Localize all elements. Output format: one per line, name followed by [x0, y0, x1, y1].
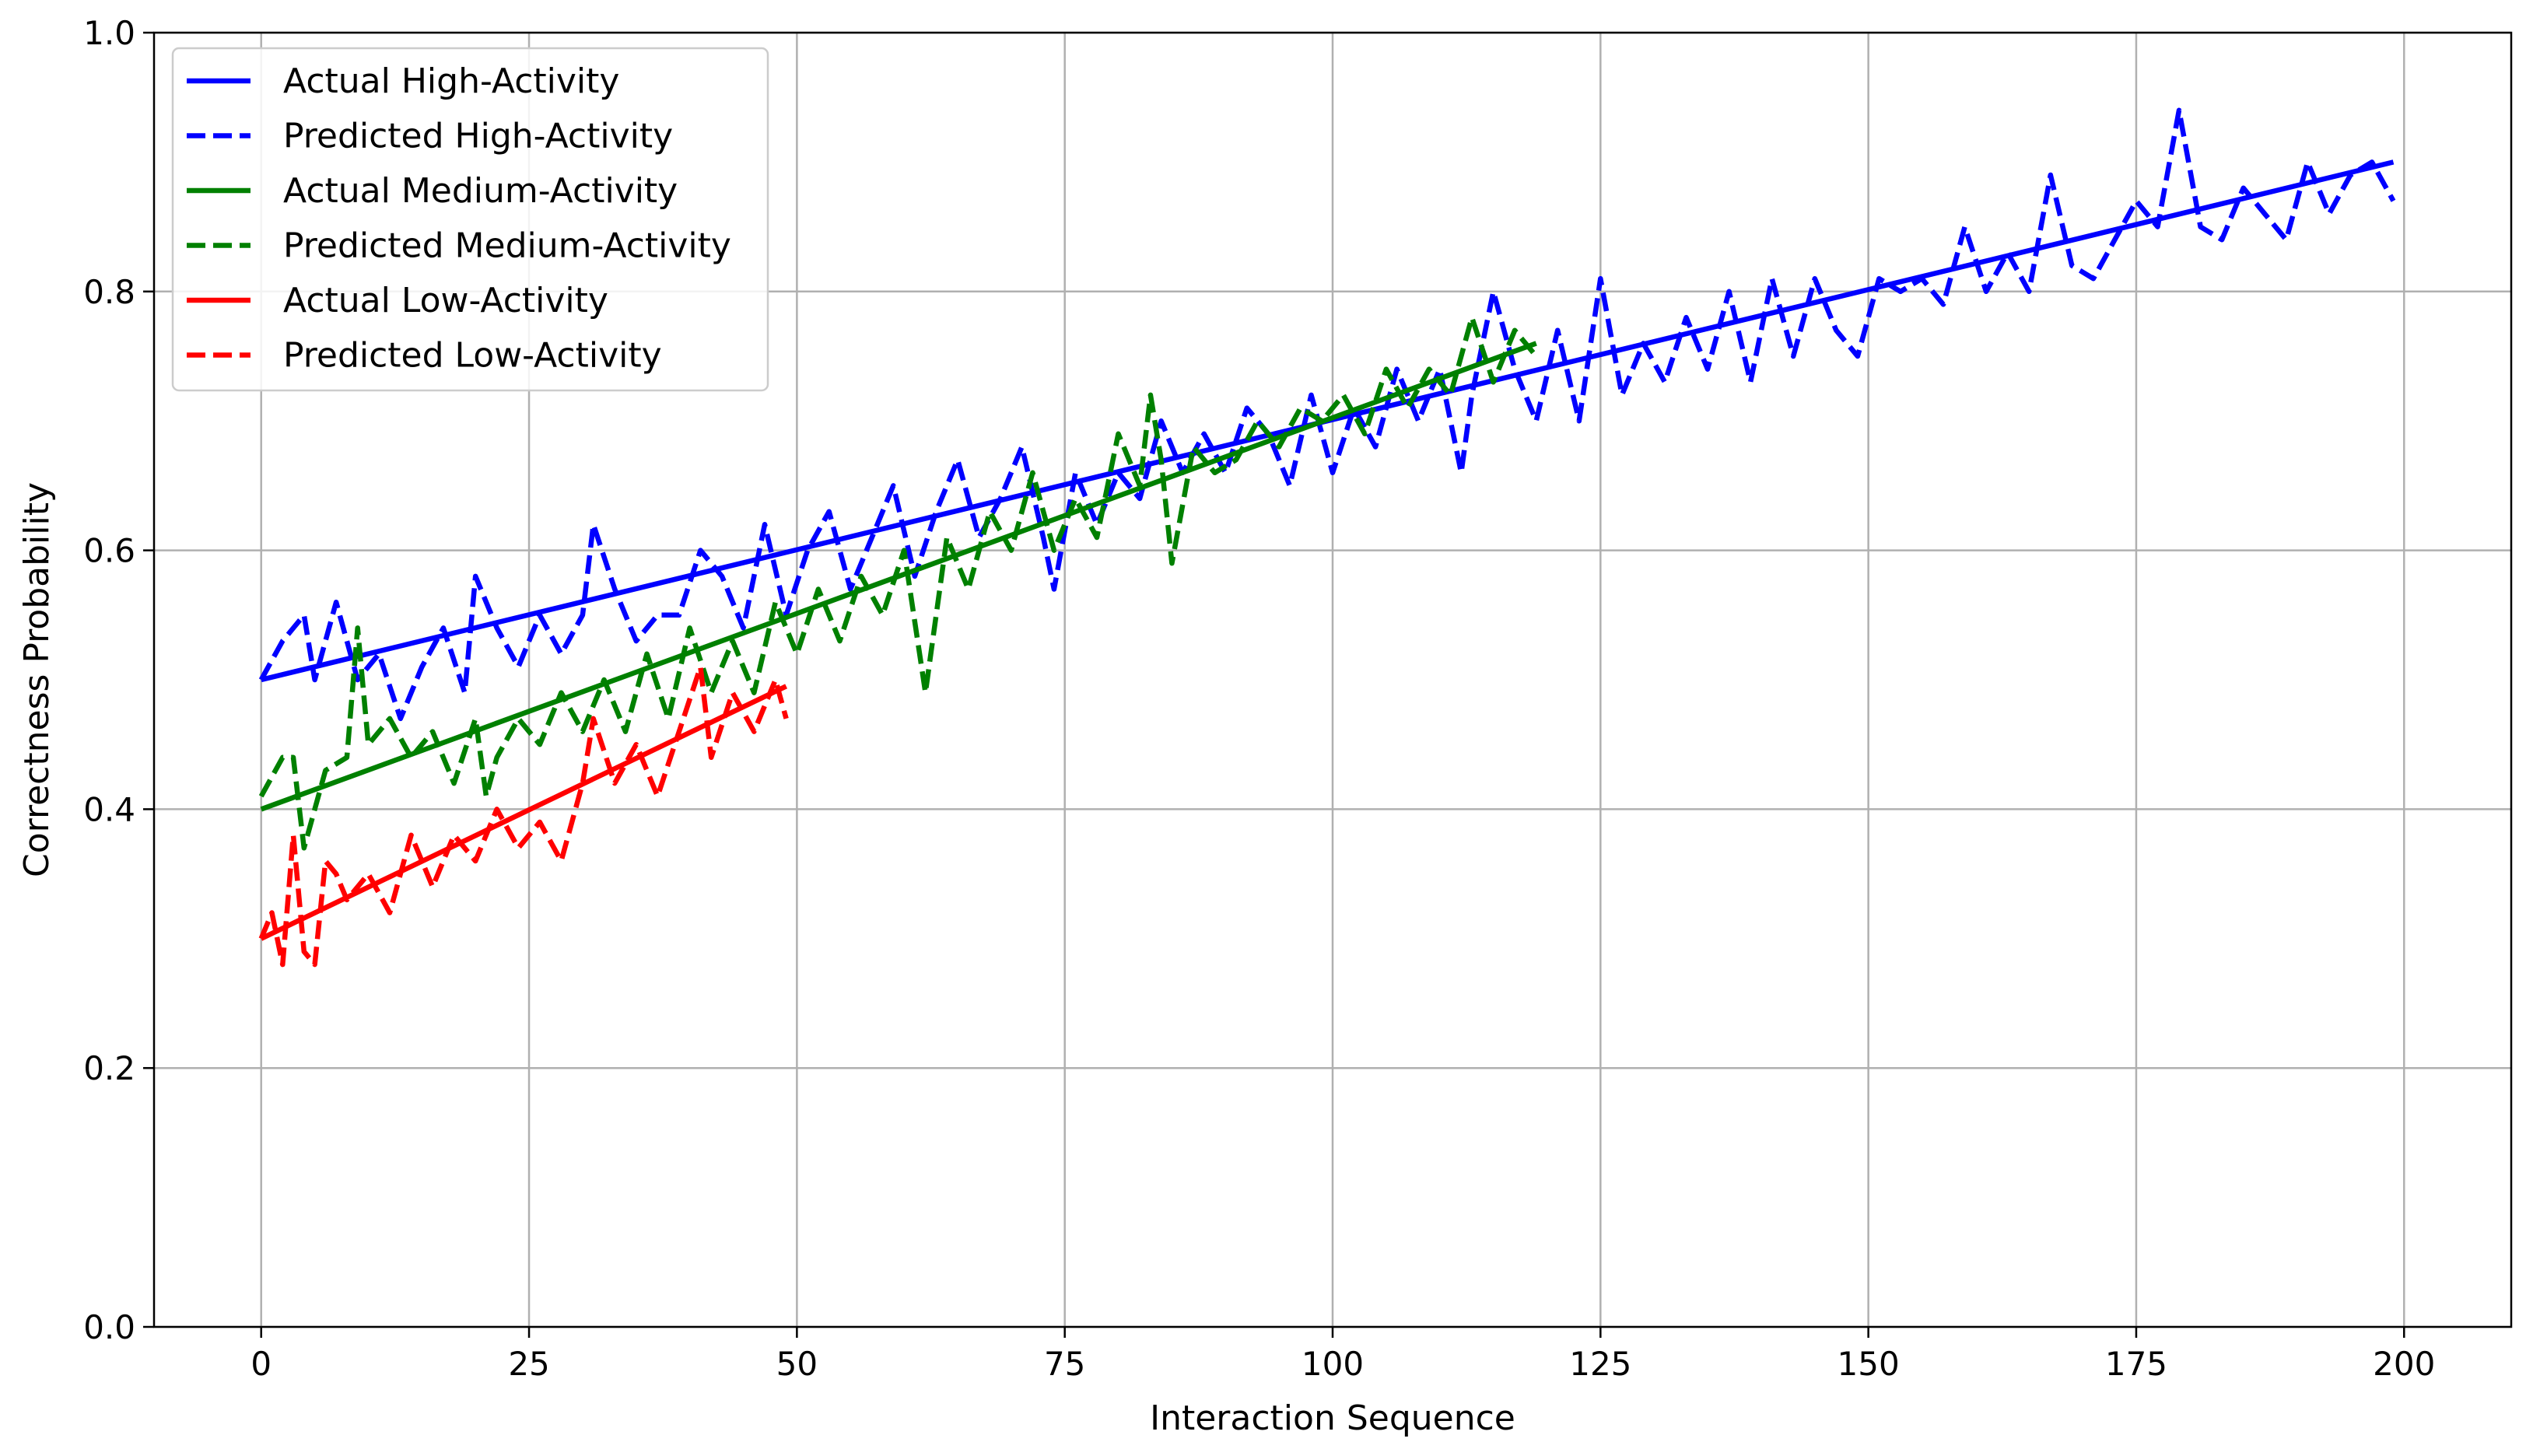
y-tick-label: 1.0 [83, 14, 135, 52]
legend-label: Predicted Low-Activity [283, 336, 662, 376]
x-tick-label: 125 [1569, 1345, 1631, 1383]
series-line-predicted-high-activity [258, 107, 2396, 722]
x-tick-label: 75 [1044, 1345, 1085, 1383]
x-tick-label: 200 [2373, 1345, 2435, 1383]
y-tick-label: 0.4 [83, 790, 135, 828]
x-tick-label: 25 [508, 1345, 549, 1383]
legend-label: Actual Low-Activity [283, 281, 608, 320]
ticks: 0 25 50 75 100 125 150 175 200 0.0 0.2 0.4 0.6 0.8 1.0 [83, 14, 2435, 1383]
x-tick-label: 100 [1302, 1345, 1364, 1383]
y-axis-label: Correctness Probability [17, 482, 57, 877]
x-tick-label: 50 [776, 1345, 818, 1383]
series-line-actual-medium-activity [260, 341, 1537, 812]
y-tick-label: 0.2 [83, 1049, 135, 1087]
x-tick-label: 150 [1838, 1345, 1900, 1383]
series-line-actual-low-activity [260, 684, 788, 941]
y-tick-label: 0.8 [83, 273, 135, 311]
legend: Actual High-Activity Predicted High-Activ… [171, 47, 769, 392]
series-line-predicted-medium-activity [258, 314, 1539, 851]
legend-label: Actual High-Activity [283, 61, 619, 101]
y-tick-label: 0.6 [83, 532, 135, 570]
x-axis-label: Interaction Sequence [1150, 1398, 1515, 1438]
y-tick-label: 0.0 [83, 1308, 135, 1346]
legend-label: Predicted Medium-Activity [283, 226, 731, 266]
x-tick-label: 175 [2105, 1345, 2167, 1383]
series-layer [258, 107, 2396, 968]
legend-box [171, 47, 769, 392]
series-line-predicted-low-activity [258, 664, 789, 968]
legend-label: Actual Medium-Activity [283, 171, 678, 211]
x-tick-label: 0 [250, 1345, 272, 1383]
legend-label: Predicted High-Activity [283, 117, 673, 156]
